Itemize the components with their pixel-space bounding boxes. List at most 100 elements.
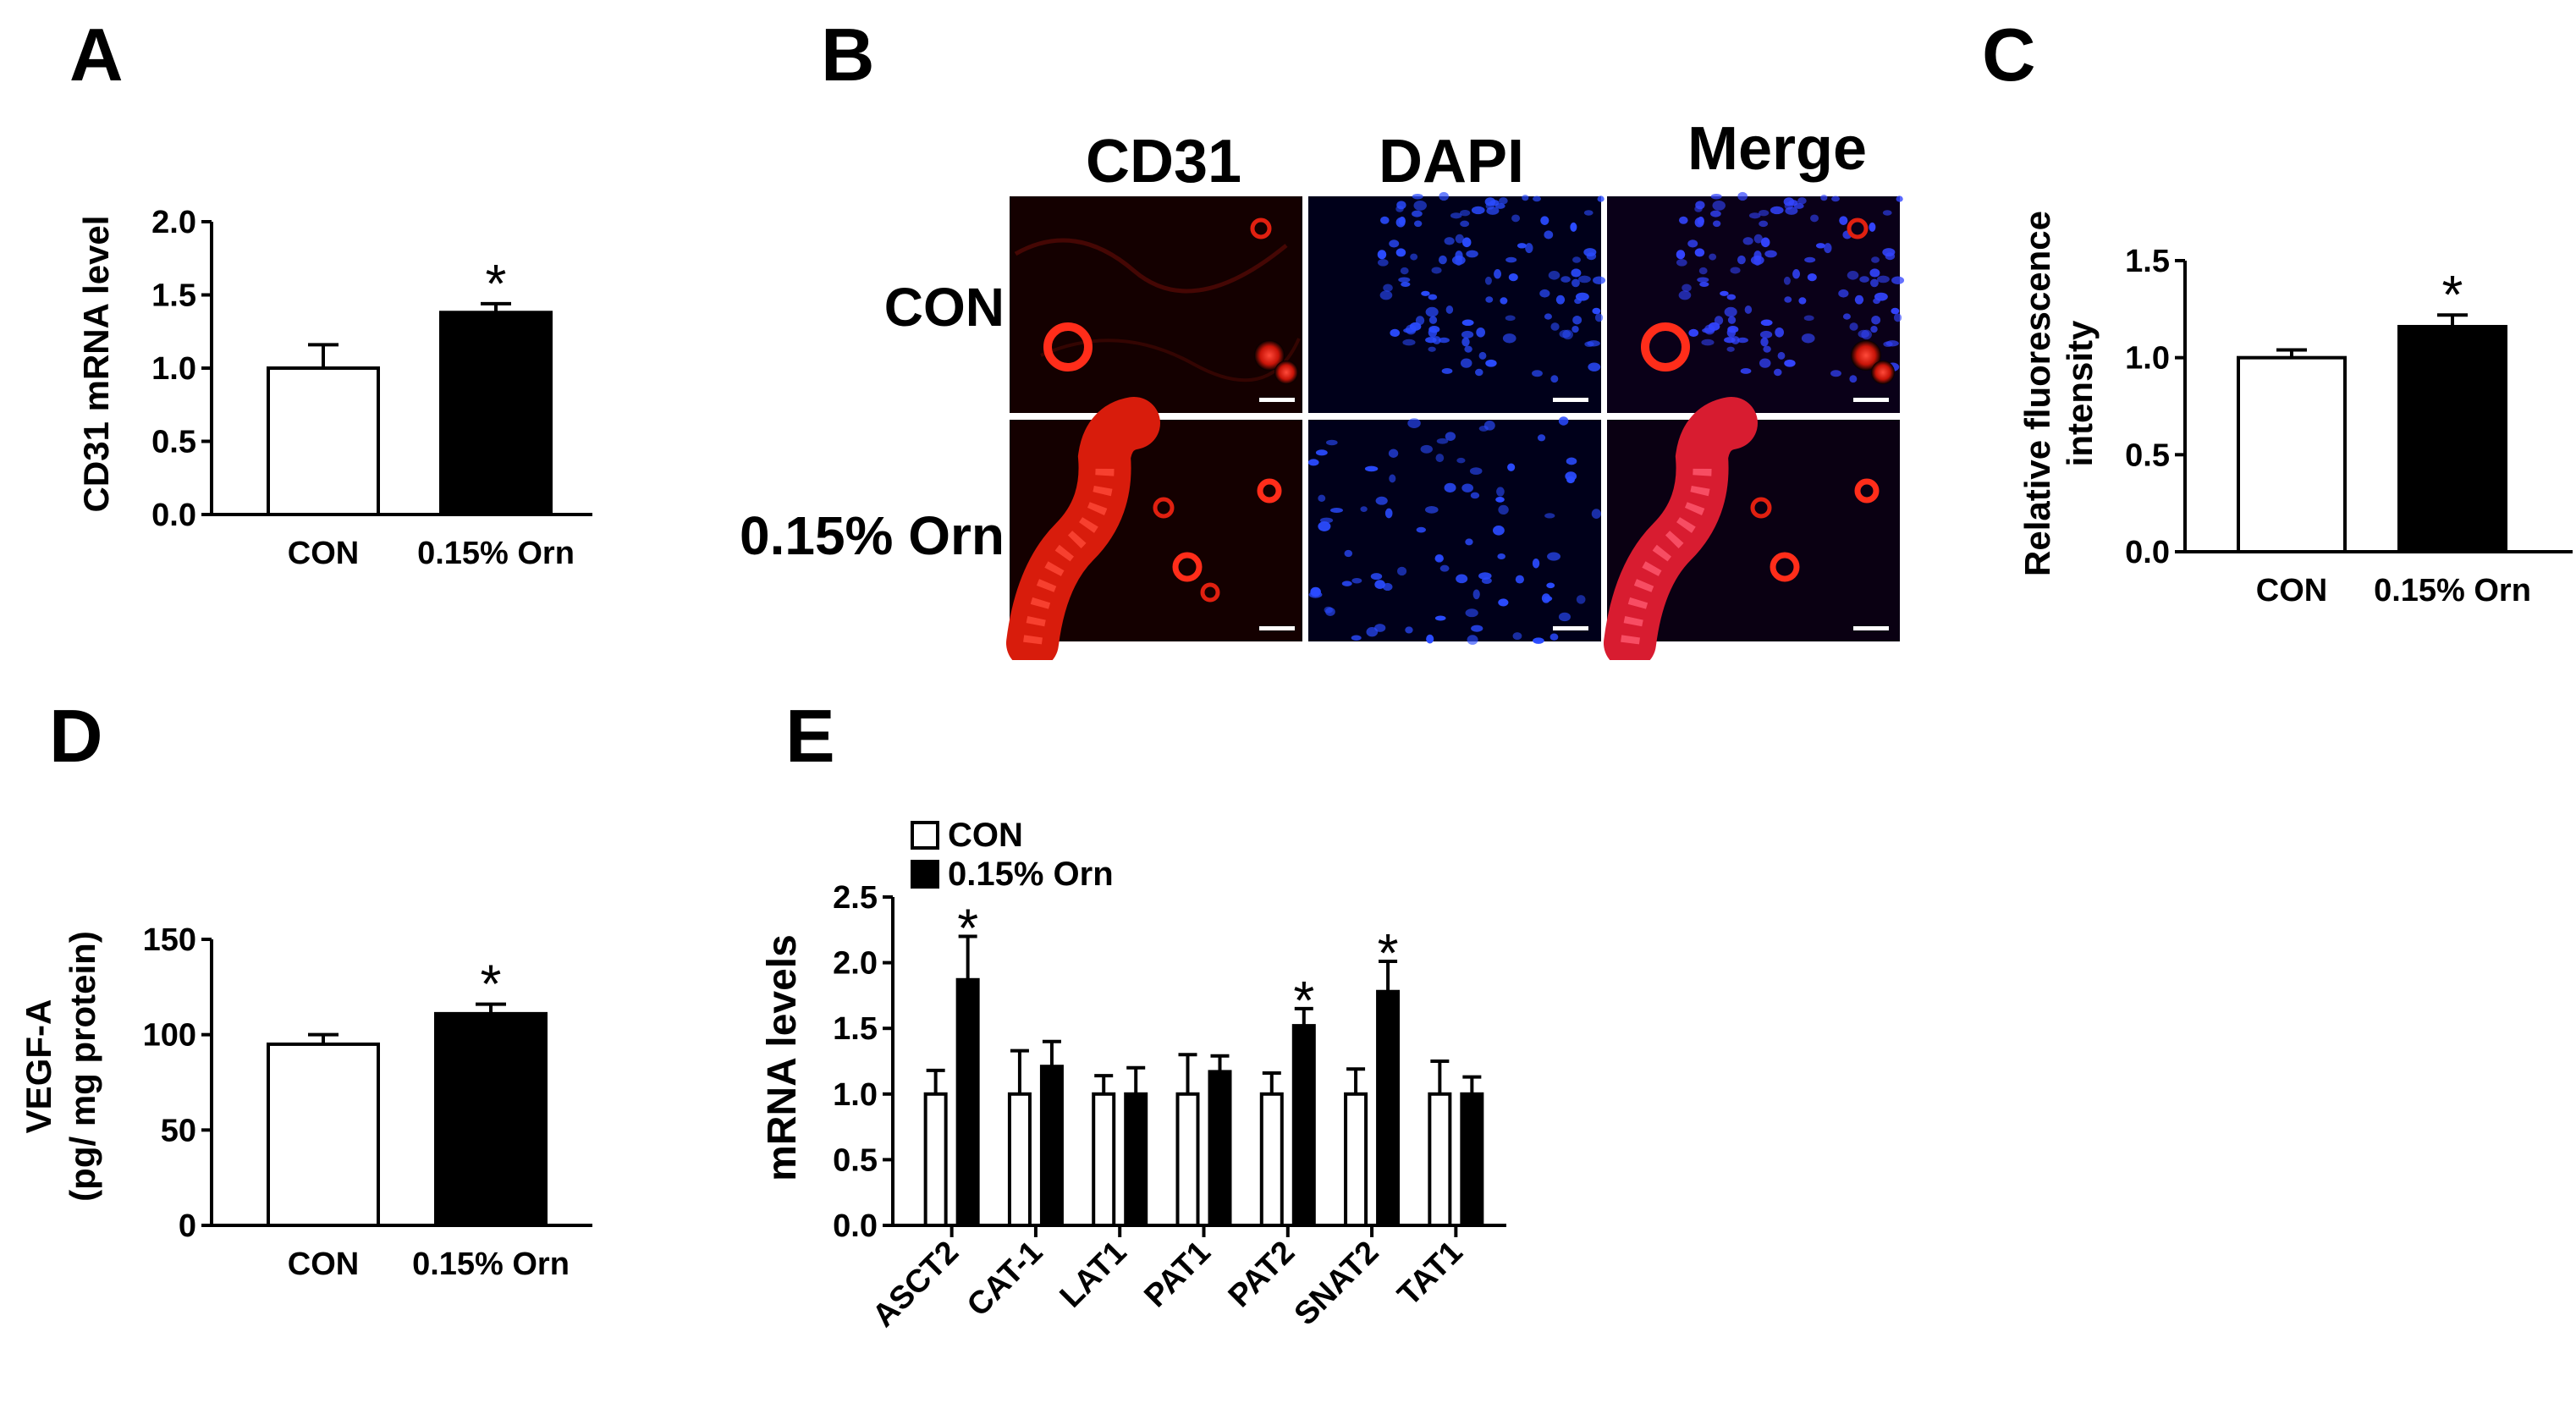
nucleus (1421, 290, 1430, 296)
y-tick-label: 2.0 (151, 205, 196, 240)
nucleus (1753, 234, 1763, 244)
nucleus (1547, 552, 1560, 561)
nucleus (1383, 283, 1393, 292)
nucleus (1401, 281, 1411, 288)
nucleus (1308, 591, 1323, 598)
nucleus (1455, 234, 1464, 244)
nucleus (1572, 256, 1582, 263)
nucleus (1532, 559, 1540, 569)
nucleus (1803, 315, 1814, 322)
nucleus (1441, 368, 1453, 374)
nucleus (1344, 549, 1353, 558)
nucleus (1678, 290, 1692, 300)
nucleus (1571, 268, 1582, 278)
nucleus (1712, 220, 1721, 228)
nucleus (1784, 296, 1792, 303)
nucleus (1481, 577, 1492, 585)
bar-con (267, 1042, 380, 1227)
column-label-cd31: CD31 (1086, 128, 1241, 195)
nucleus (1544, 230, 1554, 239)
nucleus (1697, 277, 1709, 283)
nucleus (1444, 237, 1455, 245)
nucleus (1726, 294, 1737, 300)
nucleus (1341, 581, 1352, 586)
nucleus (1426, 634, 1434, 644)
nucleus (1461, 337, 1470, 347)
nucleus (1750, 256, 1764, 265)
nucleus (1869, 222, 1876, 232)
bar-orn (1039, 1065, 1064, 1228)
nucleus (1838, 289, 1849, 298)
nucleus (1540, 216, 1549, 225)
y-axis-label-line2: (pg/ mg protein) (63, 931, 102, 1202)
nucleus (1764, 250, 1777, 258)
nucleus (1709, 253, 1717, 261)
nucleus (1891, 276, 1905, 285)
nucleus (1398, 216, 1406, 226)
y-axis-label-line1: Relative fluorescence (2017, 211, 2057, 576)
nucleus (1425, 306, 1439, 317)
nucleus (1810, 214, 1819, 223)
nucleus (1525, 243, 1533, 254)
y-tick-label: 0.5 (151, 425, 196, 460)
nucleus (1583, 248, 1597, 257)
nucleus (1760, 319, 1773, 327)
nucleus (1760, 337, 1769, 347)
nucleus (1714, 316, 1724, 326)
significance-marker: * (2442, 264, 2463, 325)
nucleus (1533, 195, 1542, 202)
y-tick-label: 1.5 (151, 278, 196, 314)
y-tick-label: 0 (179, 1208, 196, 1244)
y-axis-label-line1: VEGF-A (19, 999, 58, 1134)
nucleus (1558, 416, 1569, 426)
nucleus (1549, 633, 1559, 641)
nucleus (1876, 275, 1890, 283)
nucleus (1460, 220, 1470, 228)
nucleus (1783, 276, 1791, 285)
nucleus (1847, 271, 1859, 280)
panel-d: D 0 50 100 150 CON 0.15% Orn * VEGF-A (pg/ mg pr… (19, 694, 592, 1282)
nucleus (1537, 434, 1546, 442)
nucleus (1759, 358, 1771, 368)
nucleus (1428, 294, 1438, 300)
bar-orn (2397, 324, 2507, 553)
nucleus (1572, 316, 1582, 325)
panel-e: E CON 0.15% Orn 0.0 0.5 1.0 1.5 2.0 2.5 mRNA l… (760, 694, 1506, 1334)
nucleus (1849, 375, 1858, 383)
nucleus (1583, 210, 1593, 216)
nucleus (1389, 474, 1396, 483)
nucleus (1737, 337, 1748, 344)
nucleus (1428, 346, 1436, 352)
bar-orn (439, 311, 553, 517)
y-tick-label: 0.0 (833, 1208, 878, 1244)
nucleus (1478, 351, 1487, 360)
nucleus (1870, 325, 1878, 333)
row-label-con: CON (884, 277, 1005, 338)
nucleus (1694, 205, 1703, 212)
image-orn-dapi (1307, 416, 1601, 645)
bar-chart-c: 0.0 0.5 1.0 1.5 CON 0.15% Orn * Relative fluore… (2017, 211, 2573, 608)
nucleus (1678, 216, 1688, 224)
nucleus (1461, 319, 1474, 327)
nucleus (1379, 216, 1390, 224)
y-axis-label: mRNA levels (760, 934, 805, 1181)
nucleus (1374, 624, 1386, 632)
nucleus (1470, 492, 1480, 499)
nucleus (1594, 313, 1604, 322)
nucleus (1450, 212, 1462, 219)
nucleus (1759, 209, 1770, 217)
nucleus (1854, 294, 1864, 305)
nucleus (1318, 494, 1326, 502)
nucleus (1815, 243, 1825, 249)
image-con-dapi (1308, 191, 1606, 413)
nucleus (1726, 346, 1735, 352)
nucleus (1570, 222, 1577, 232)
nucleus (1792, 269, 1801, 279)
nucleus (1364, 465, 1379, 472)
bar-con (1092, 1092, 1116, 1227)
x-category-label: CON (2256, 573, 2327, 608)
nucleus (1326, 439, 1338, 446)
nucleus (1416, 526, 1426, 533)
nucleus (1759, 330, 1773, 338)
panel-b: B CD31 DAPI Merge CON 0.15% Orn (677, 0, 1946, 669)
